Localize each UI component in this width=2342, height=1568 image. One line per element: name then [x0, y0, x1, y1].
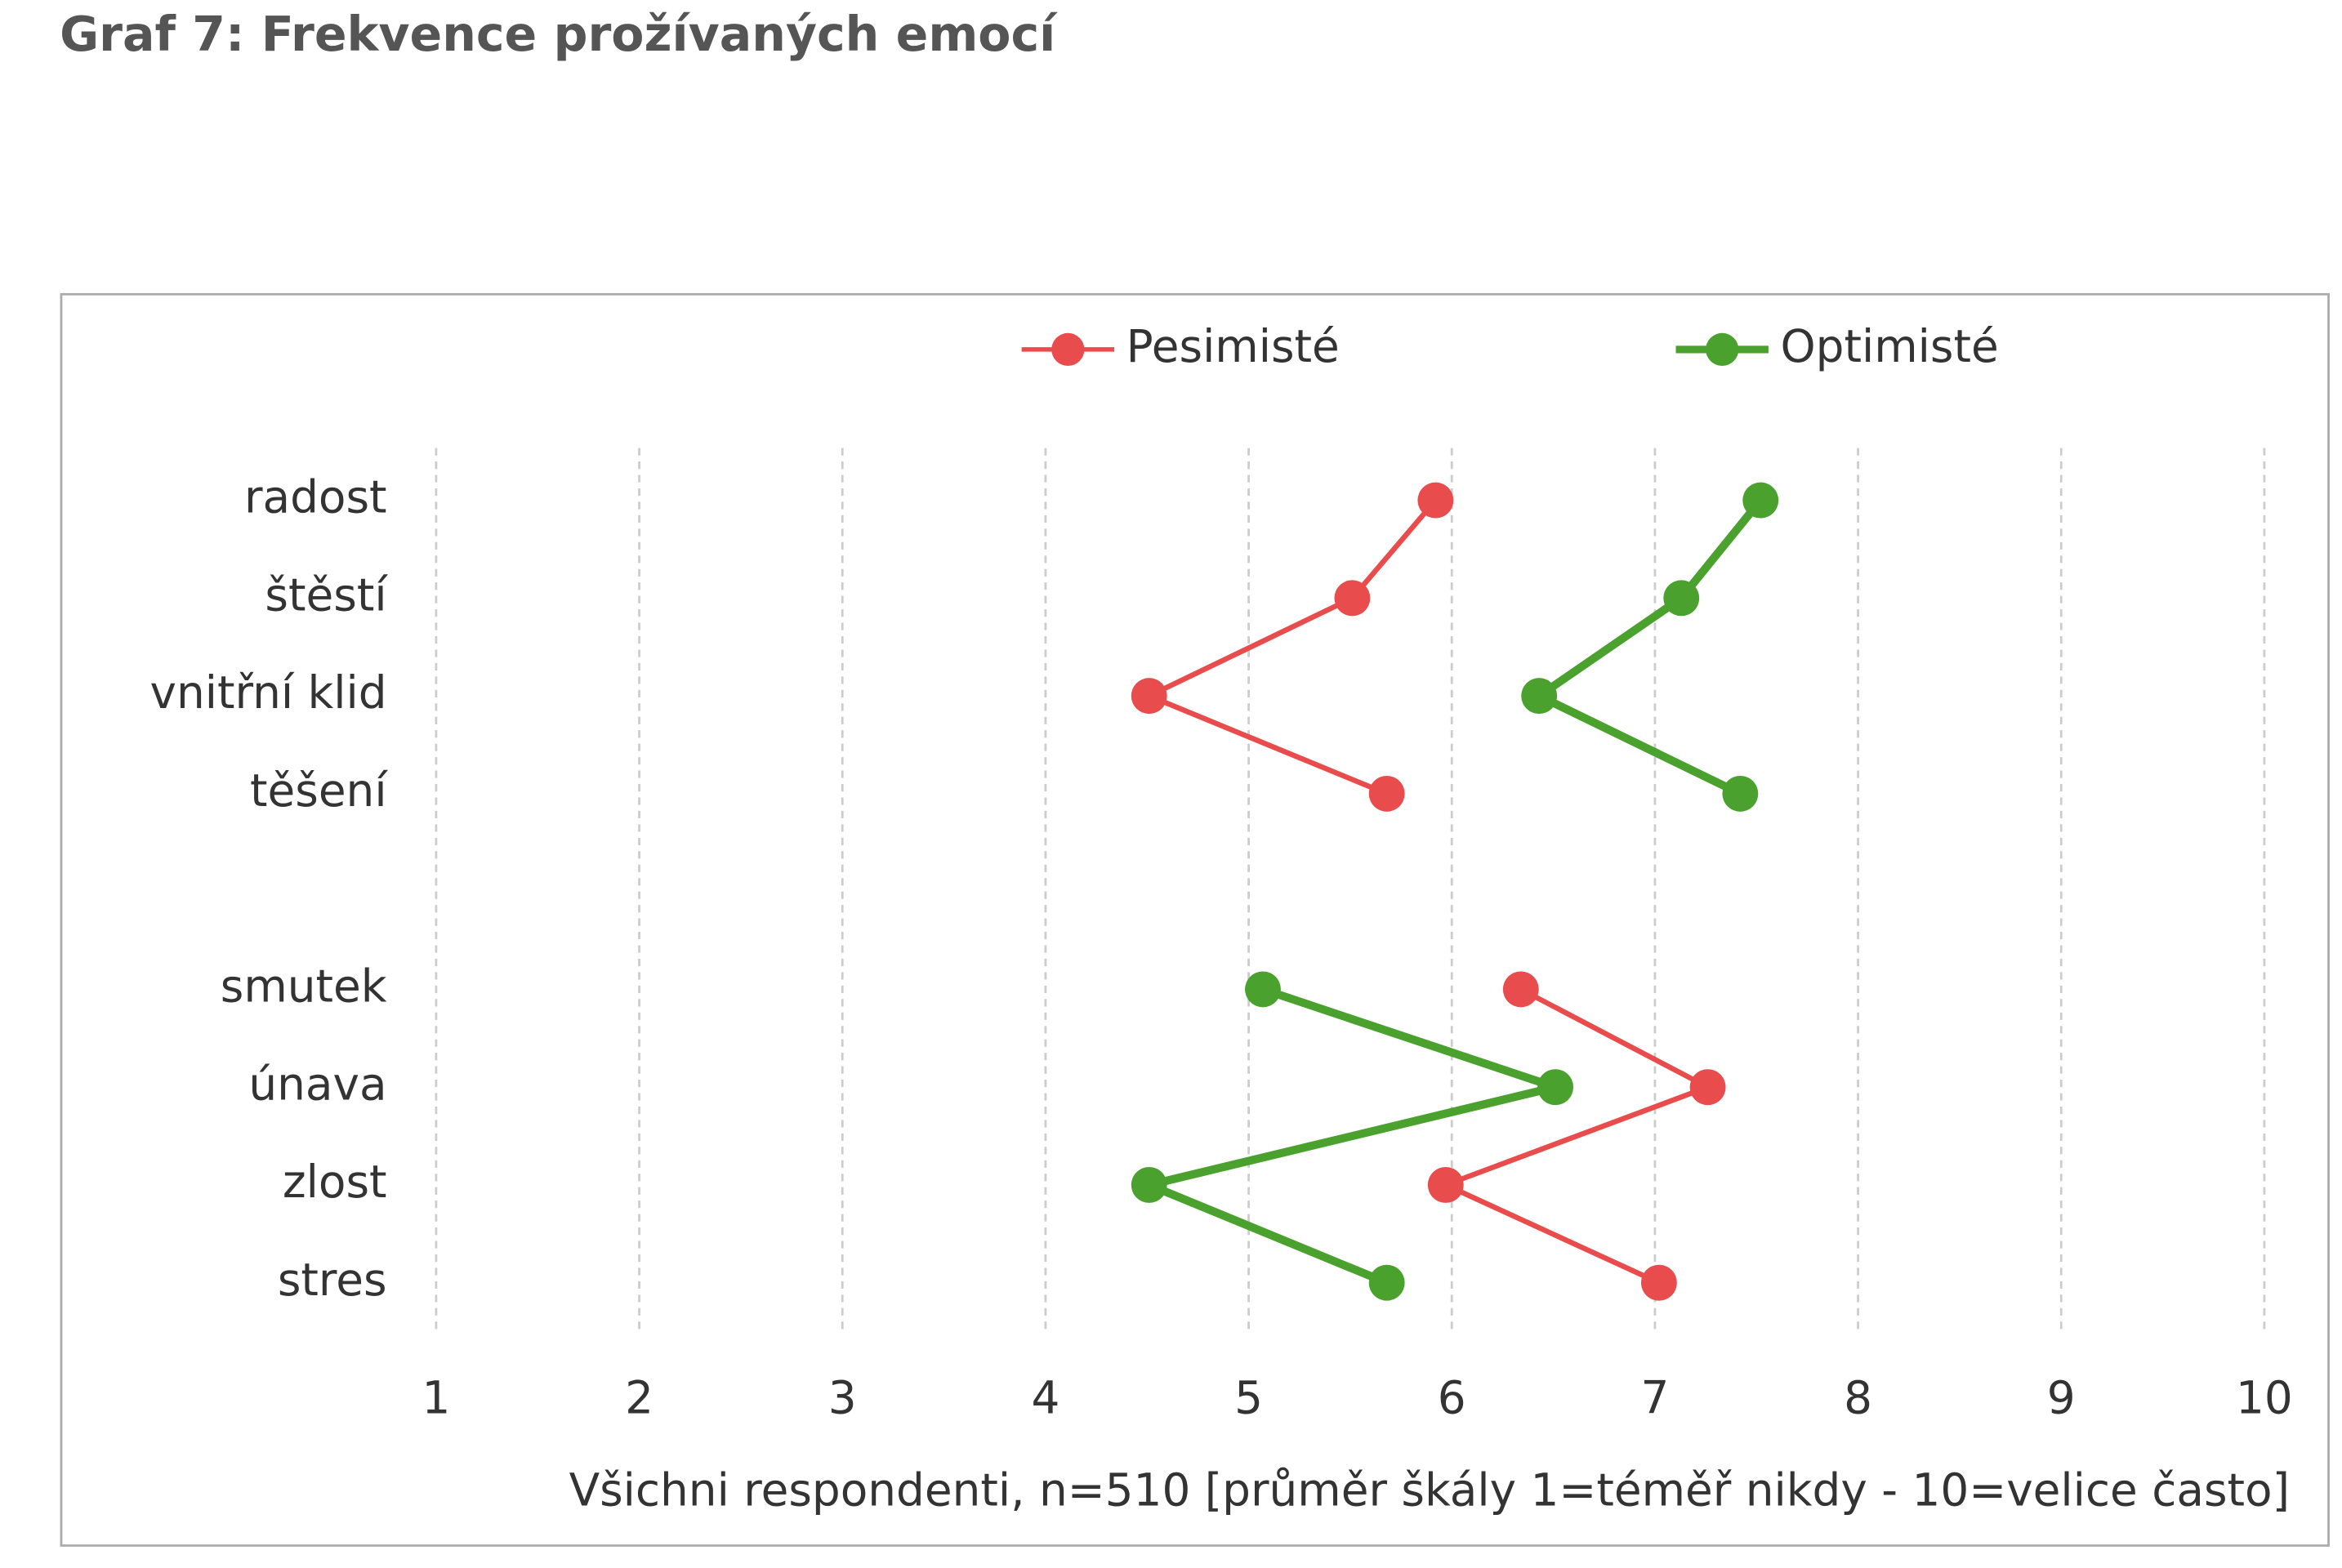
legend-label: Pesimisté	[1126, 320, 1340, 372]
y-tick-label: zlost	[283, 1156, 387, 1208]
x-tick-label: 5	[1234, 1371, 1263, 1423]
x-tick-label: 4	[1031, 1371, 1059, 1423]
data-point	[1131, 1166, 1167, 1203]
data-point	[1417, 482, 1454, 519]
x-tick-label: 1	[422, 1371, 450, 1423]
data-point	[1521, 678, 1558, 715]
series-line	[1146, 498, 1711, 1285]
legend-marker	[1051, 332, 1085, 367]
data-point	[1537, 1069, 1574, 1106]
chart-title: Graf 7: Frekvence prožívaných emocí	[60, 7, 1058, 62]
data-point	[1368, 1264, 1405, 1301]
data-point	[1245, 971, 1281, 1008]
data-point	[1663, 580, 1700, 617]
x-tick-label: 6	[1438, 1371, 1466, 1423]
x-tick-label: 2	[625, 1371, 654, 1423]
y-tick-label: smutek	[221, 960, 387, 1013]
y-tick-label: radost	[244, 471, 387, 523]
data-point	[1722, 775, 1759, 812]
data-point	[1742, 482, 1779, 519]
chart-frame	[60, 292, 2330, 1547]
x-tick-label: 9	[2047, 1371, 2076, 1423]
series-line	[1144, 497, 1764, 1287]
legend-marker	[1706, 332, 1739, 367]
y-tick-label: únava	[248, 1058, 386, 1110]
data-point	[1334, 580, 1371, 617]
data-point	[1640, 1264, 1677, 1301]
data-point	[1368, 775, 1405, 812]
data-point	[1689, 1069, 1726, 1106]
y-tick-label: vnitřní klid	[150, 666, 387, 719]
x-axis-label: Všichni respondenti, n=510 [průměr škály…	[569, 1464, 2290, 1517]
data-point	[1131, 678, 1167, 715]
x-tick-label: 10	[2236, 1371, 2293, 1423]
x-tick-label: 8	[1844, 1371, 1872, 1423]
x-tick-label: 7	[1640, 1371, 1669, 1423]
data-point	[1502, 971, 1539, 1008]
legend-label: Optimisté	[1781, 320, 1999, 372]
y-tick-label: těšení	[250, 764, 388, 817]
y-tick-label: štěstí	[265, 568, 388, 621]
data-point	[1427, 1166, 1464, 1203]
y-tick-label: stres	[278, 1254, 387, 1306]
x-tick-label: 3	[828, 1371, 857, 1423]
